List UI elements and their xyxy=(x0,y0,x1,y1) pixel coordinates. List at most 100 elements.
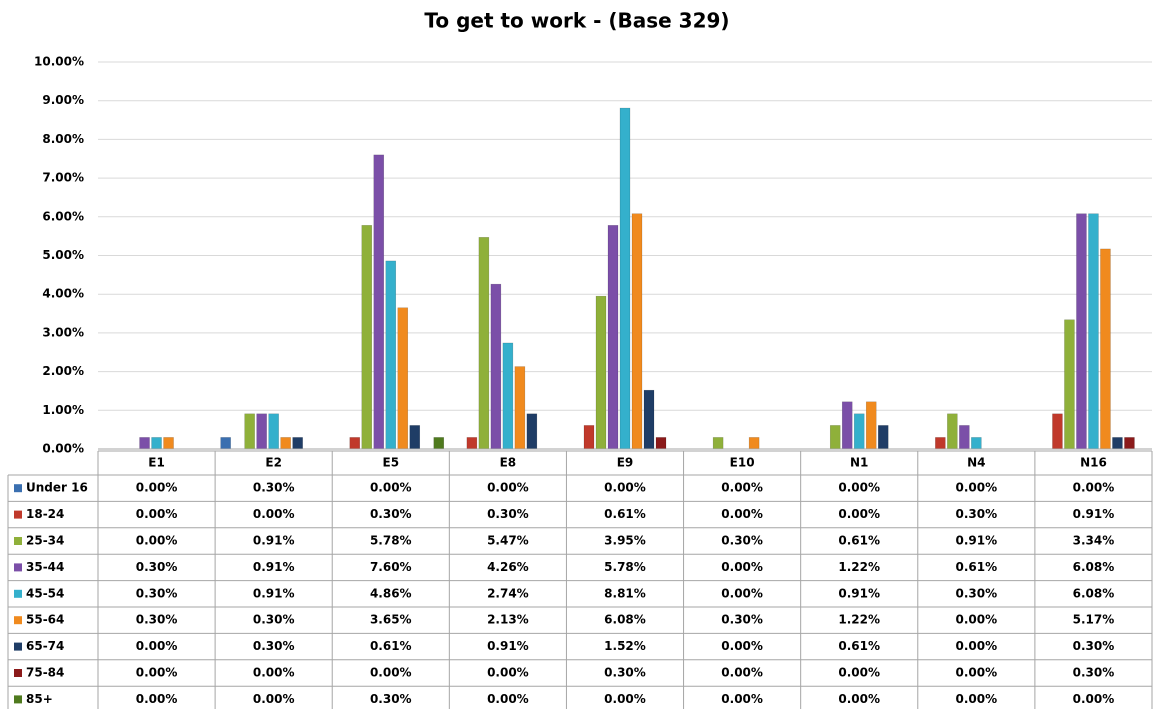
y-tick-label: 8.00% xyxy=(42,132,84,146)
x-tick-label: E1 xyxy=(148,456,165,470)
table-cell: 0.00% xyxy=(838,666,880,680)
table-cell: 1.22% xyxy=(838,560,880,574)
table-cell: 0.00% xyxy=(721,507,763,521)
bar xyxy=(1112,437,1123,450)
table-cell: 0.91% xyxy=(487,639,529,653)
y-tick-label: 0.00% xyxy=(42,442,84,456)
y-tick-label: 5.00% xyxy=(42,248,84,262)
table-cell: 0.00% xyxy=(136,666,178,680)
bar xyxy=(1088,213,1099,450)
table-cell: 0.30% xyxy=(956,507,998,521)
table-cell: 0.00% xyxy=(956,639,998,653)
legend-label: 55-64 xyxy=(26,613,64,627)
bar xyxy=(947,413,958,450)
legend-swatch xyxy=(14,616,22,625)
table-cell: 0.61% xyxy=(370,639,412,653)
y-tick-label: 7.00% xyxy=(42,171,84,185)
bar xyxy=(244,413,255,450)
legend-label: 25-34 xyxy=(26,534,64,548)
y-tick-label: 4.00% xyxy=(42,287,84,301)
table-cell: 0.00% xyxy=(956,666,998,680)
table-cell: 0.00% xyxy=(487,481,529,495)
legend-swatch xyxy=(14,669,22,677)
table-cell: 0.00% xyxy=(721,586,763,600)
table-cell: 2.74% xyxy=(487,586,529,600)
bar xyxy=(409,425,421,450)
table-cell: 0.30% xyxy=(136,560,178,574)
bar xyxy=(643,389,655,450)
legend-swatch xyxy=(14,563,22,572)
table-cell: 0.30% xyxy=(721,534,763,548)
y-tick-label: 10.00% xyxy=(34,55,84,69)
table-cell: 0.91% xyxy=(1073,507,1115,521)
bar xyxy=(292,437,303,450)
table-cell: 7.60% xyxy=(370,560,412,574)
bar xyxy=(1124,437,1135,450)
x-tick-label: E9 xyxy=(617,456,634,470)
table-cell: 0.91% xyxy=(838,586,880,600)
table-cell: 0.00% xyxy=(370,481,412,495)
bar xyxy=(829,425,841,450)
table-cell: 2.13% xyxy=(487,613,529,627)
table-cell: 0.00% xyxy=(956,613,998,627)
table-cell: 0.00% xyxy=(253,666,295,680)
x-tick-label: E10 xyxy=(730,456,755,470)
legend-swatch xyxy=(14,642,22,651)
table-cell: 8.81% xyxy=(604,586,646,600)
bar xyxy=(514,366,526,450)
bar xyxy=(526,413,538,450)
bar xyxy=(1076,213,1087,450)
table-cell: 0.00% xyxy=(956,692,998,706)
bar xyxy=(595,295,607,450)
bar xyxy=(256,413,267,450)
table-cell: 0.30% xyxy=(487,507,529,521)
bar xyxy=(1052,413,1063,450)
table-cell: 0.00% xyxy=(136,534,178,548)
x-tick-label: E2 xyxy=(265,456,282,470)
bar xyxy=(280,437,291,450)
table-cell: 0.61% xyxy=(838,534,880,548)
table-cell: 0.00% xyxy=(838,481,880,495)
table-cell: 0.00% xyxy=(136,507,178,521)
table-cell: 0.30% xyxy=(1073,666,1115,680)
bar xyxy=(349,437,361,450)
bar xyxy=(1064,319,1075,450)
table-cell: 6.08% xyxy=(604,613,646,627)
bar xyxy=(1100,248,1111,450)
legend-label: 85+ xyxy=(26,692,53,706)
table-cell: 0.00% xyxy=(956,481,998,495)
table-cell: 0.00% xyxy=(838,692,880,706)
y-tick-label: 9.00% xyxy=(42,93,84,107)
bar xyxy=(583,425,595,450)
table-cell: 6.08% xyxy=(1073,586,1115,600)
table-cell: 0.00% xyxy=(838,507,880,521)
table-cell: 4.26% xyxy=(487,560,529,574)
table-cell: 5.78% xyxy=(604,560,646,574)
bar xyxy=(151,437,162,450)
legend-swatch xyxy=(14,589,22,598)
table-cell: 0.30% xyxy=(721,613,763,627)
table-cell: 0.00% xyxy=(1073,692,1115,706)
bar xyxy=(959,425,970,450)
table-cell: 0.61% xyxy=(838,639,880,653)
bar xyxy=(841,401,853,450)
table-cell: 1.22% xyxy=(838,613,880,627)
x-tick-label: N4 xyxy=(967,456,985,470)
table-cell: 0.00% xyxy=(136,639,178,653)
table-cell: 0.30% xyxy=(604,666,646,680)
legend-label: 18-24 xyxy=(26,507,64,521)
table-cell: 3.95% xyxy=(604,534,646,548)
chart-title: To get to work - (Base 329) xyxy=(424,9,729,33)
x-tick-label: N1 xyxy=(850,456,868,470)
table-cell: 0.30% xyxy=(370,692,412,706)
bar xyxy=(877,425,889,450)
table-cell: 0.00% xyxy=(253,507,295,521)
y-tick-label: 6.00% xyxy=(42,209,84,223)
table-cell: 0.61% xyxy=(956,560,998,574)
bar xyxy=(385,260,397,450)
legend-label: 65-74 xyxy=(26,639,64,653)
bar xyxy=(971,437,982,450)
table-cell: 0.00% xyxy=(604,481,646,495)
table-cell: 0.00% xyxy=(253,692,295,706)
